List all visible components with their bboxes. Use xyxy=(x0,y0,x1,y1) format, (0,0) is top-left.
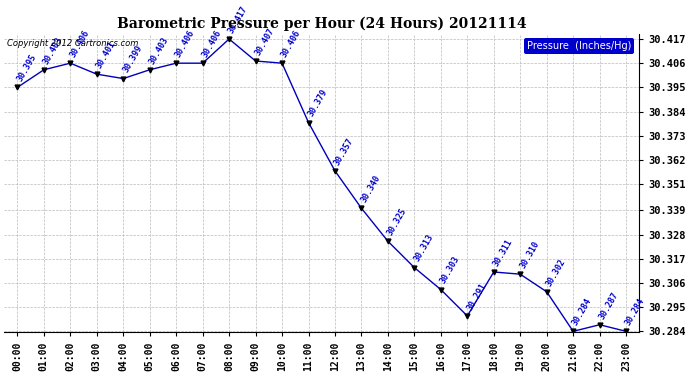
Text: 30.406: 30.406 xyxy=(200,28,223,59)
Text: 30.357: 30.357 xyxy=(333,136,355,167)
Text: 30.287: 30.287 xyxy=(598,290,620,321)
Text: 30.417: 30.417 xyxy=(227,4,250,35)
Text: 30.395: 30.395 xyxy=(15,53,38,83)
Text: 30.403: 30.403 xyxy=(148,35,170,66)
Text: 30.379: 30.379 xyxy=(306,88,329,118)
Legend: Pressure  (Inches/Hg): Pressure (Inches/Hg) xyxy=(524,38,634,54)
Text: 30.313: 30.313 xyxy=(412,233,435,263)
Text: 30.399: 30.399 xyxy=(121,44,144,74)
Text: 30.303: 30.303 xyxy=(439,255,462,285)
Text: 30.406: 30.406 xyxy=(68,28,91,59)
Text: 30.325: 30.325 xyxy=(386,207,408,237)
Text: Copyright 2012 Cartronics.com: Copyright 2012 Cartronics.com xyxy=(8,39,139,48)
Text: 30.403: 30.403 xyxy=(41,35,64,66)
Text: 30.340: 30.340 xyxy=(359,174,382,204)
Text: 30.291: 30.291 xyxy=(465,281,488,312)
Text: 30.401: 30.401 xyxy=(95,39,117,70)
Text: 30.284: 30.284 xyxy=(624,297,647,327)
Text: 30.406: 30.406 xyxy=(174,28,197,59)
Text: 30.302: 30.302 xyxy=(544,257,567,288)
Text: 30.311: 30.311 xyxy=(491,237,514,268)
Text: 30.407: 30.407 xyxy=(253,26,276,57)
Text: 30.406: 30.406 xyxy=(280,28,303,59)
Title: Barometric Pressure per Hour (24 Hours) 20121114: Barometric Pressure per Hour (24 Hours) … xyxy=(117,16,526,31)
Text: 30.284: 30.284 xyxy=(571,297,593,327)
Text: 30.310: 30.310 xyxy=(518,240,541,270)
